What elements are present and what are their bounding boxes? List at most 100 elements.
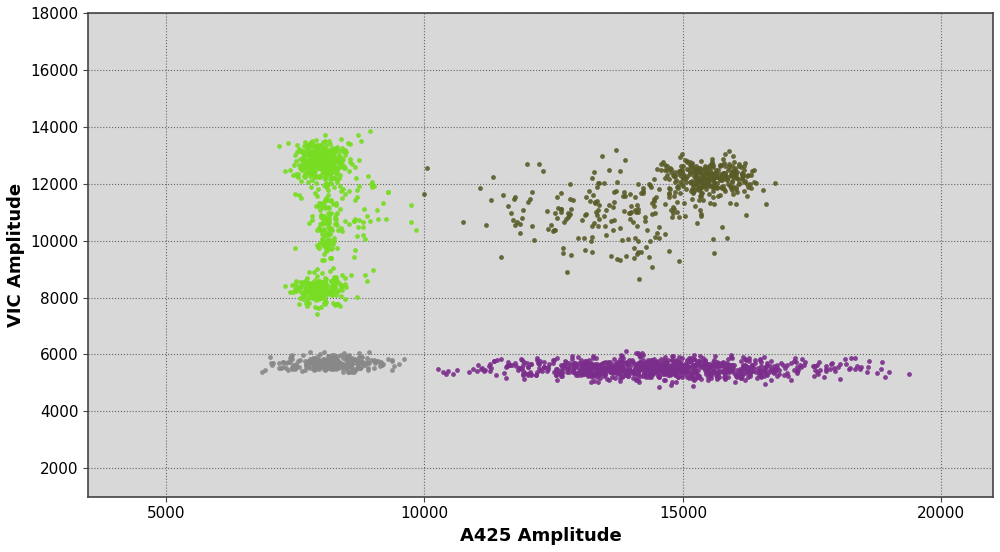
Point — [620, 371, 636, 380]
Point — [310, 291, 326, 300]
Point — [645, 368, 661, 376]
Point — [299, 167, 315, 176]
Point — [653, 165, 669, 174]
Point — [309, 272, 325, 280]
Point — [628, 208, 644, 216]
Point — [716, 372, 732, 381]
Point — [321, 154, 337, 163]
Point — [638, 366, 654, 375]
Point — [700, 363, 716, 371]
Point — [741, 363, 757, 371]
Point — [578, 358, 594, 367]
Point — [643, 360, 659, 369]
Point — [287, 284, 303, 293]
Point — [320, 212, 336, 221]
Point — [328, 155, 344, 164]
Point — [690, 164, 706, 173]
Point — [328, 200, 344, 209]
Point — [295, 161, 311, 169]
Point — [659, 368, 675, 377]
Point — [318, 290, 334, 299]
Point — [691, 173, 707, 182]
Point — [565, 365, 581, 374]
Point — [707, 359, 723, 368]
Point — [563, 251, 579, 259]
Point — [608, 146, 624, 155]
Point — [310, 282, 326, 291]
Point — [299, 301, 315, 310]
Point — [752, 365, 768, 374]
Point — [313, 160, 329, 168]
Point — [726, 368, 742, 377]
Point — [337, 274, 353, 283]
Point — [318, 297, 334, 306]
Point — [317, 300, 333, 309]
Point — [313, 213, 329, 222]
Point — [541, 359, 557, 368]
Point — [630, 179, 646, 188]
Point — [326, 236, 342, 245]
Point — [350, 363, 366, 371]
Point — [639, 368, 655, 376]
Point — [302, 288, 318, 296]
Point — [761, 367, 777, 376]
Point — [699, 162, 715, 171]
Point — [601, 362, 617, 371]
Point — [766, 362, 782, 370]
Point — [340, 359, 356, 368]
Point — [328, 169, 344, 178]
Point — [308, 201, 324, 210]
Point — [312, 283, 328, 291]
Point — [573, 370, 589, 379]
Point — [325, 161, 341, 170]
Point — [529, 354, 545, 363]
Point — [629, 250, 645, 259]
Point — [667, 368, 683, 377]
Point — [693, 174, 709, 183]
Point — [353, 353, 369, 362]
Point — [626, 244, 642, 253]
Point — [767, 364, 783, 373]
Point — [656, 359, 672, 368]
Point — [310, 162, 326, 171]
Point — [720, 360, 736, 369]
Point — [557, 363, 573, 372]
Point — [715, 171, 731, 179]
Point — [319, 241, 335, 250]
Point — [305, 150, 321, 158]
Point — [627, 193, 643, 201]
Point — [282, 354, 298, 363]
Point — [700, 169, 716, 178]
Point — [287, 243, 303, 252]
Point — [313, 152, 329, 161]
Point — [449, 365, 465, 374]
Point — [312, 172, 328, 181]
Point — [649, 229, 665, 237]
Point — [291, 160, 307, 169]
Point — [304, 294, 320, 303]
Point — [528, 370, 544, 379]
Point — [622, 362, 638, 370]
Point — [702, 166, 718, 174]
Point — [356, 205, 372, 214]
Point — [317, 357, 333, 365]
Point — [736, 162, 752, 171]
Point — [314, 281, 330, 290]
Point — [278, 364, 294, 373]
Point — [305, 354, 321, 363]
Point — [679, 365, 695, 374]
Point — [709, 184, 725, 193]
Point — [336, 146, 352, 155]
Point — [314, 286, 330, 295]
Point — [696, 358, 712, 367]
Point — [349, 359, 365, 368]
Point — [359, 358, 375, 367]
Point — [343, 363, 359, 371]
Point — [332, 161, 348, 169]
Point — [692, 192, 708, 201]
Point — [278, 358, 294, 367]
Point — [380, 354, 396, 363]
Point — [368, 357, 384, 366]
Point — [606, 359, 622, 368]
Point — [284, 280, 300, 289]
